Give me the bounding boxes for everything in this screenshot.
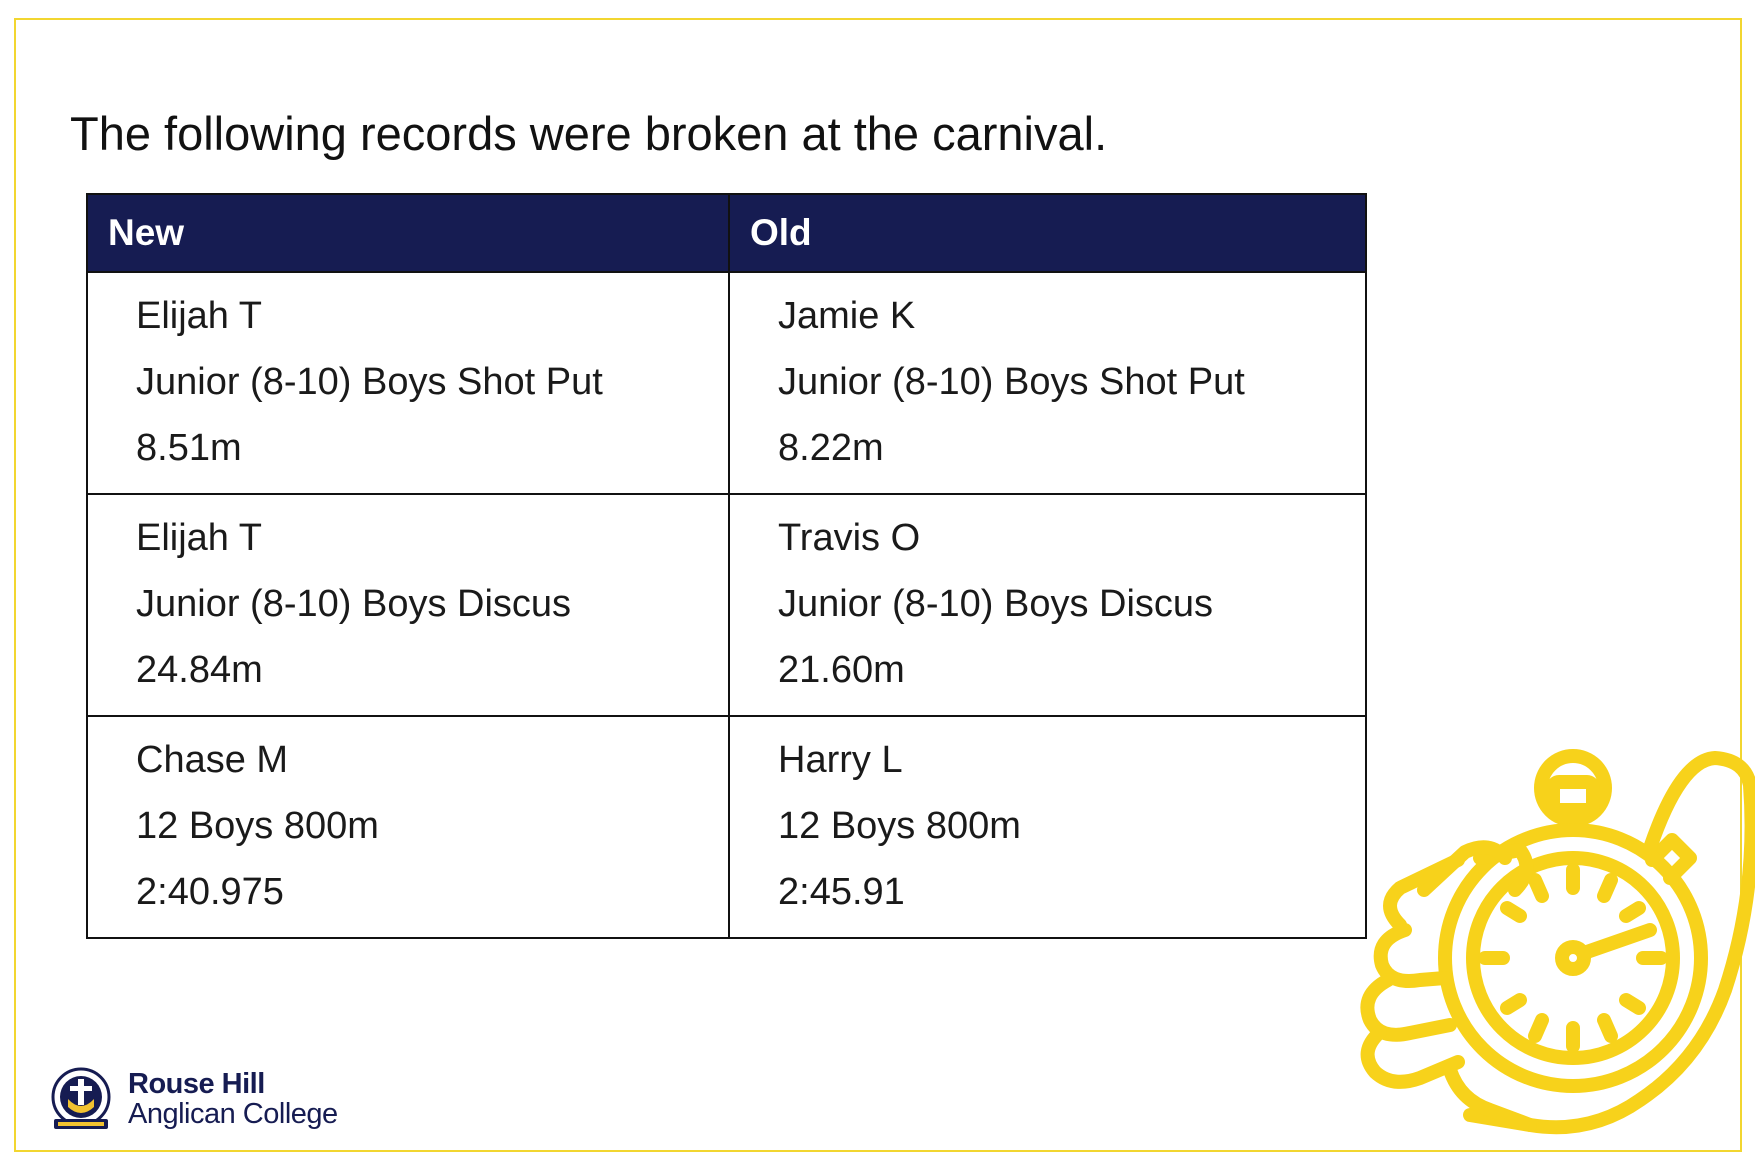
athlete-name: Elijah T [136, 517, 263, 559]
school-logo: Rouse Hill Anglican College [46, 1064, 366, 1136]
record-result: 2:40.975 [136, 871, 284, 913]
table-row: Elijah T Junior (8-10) Boys Shot Put 8.5… [86, 271, 1367, 495]
athlete-name: Travis O [778, 517, 921, 559]
record-result: 21.60m [778, 649, 905, 691]
slide-frame [14, 18, 1742, 1152]
records-table: New Old Elijah T Junior (8-10) Boys Shot… [86, 193, 1367, 939]
new-record-cell: Elijah T Junior (8-10) Boys Shot Put 8.5… [86, 271, 730, 495]
school-crest-icon [51, 1067, 111, 1129]
new-record-cell: Elijah T Junior (8-10) Boys Discus 24.84… [86, 493, 730, 717]
page-heading: The following records were broken at the… [70, 107, 1108, 160]
athlete-name: Elijah T [136, 295, 263, 337]
event-name: Junior (8-10) Boys Discus [778, 583, 1214, 625]
athlete-name: Harry L [778, 739, 903, 781]
athlete-name: Chase M [136, 739, 289, 781]
record-result: 2:45.91 [778, 871, 905, 913]
logo-name-line2: Anglican College [128, 1098, 338, 1130]
column-header-old: Old [728, 193, 1367, 273]
table-row: Chase M 12 Boys 800m 2:40.975 Harry L 12… [86, 715, 1367, 939]
column-header-new: New [86, 193, 730, 273]
table-row: Elijah T Junior (8-10) Boys Discus 24.84… [86, 493, 1367, 717]
new-record-cell: Chase M 12 Boys 800m 2:40.975 [86, 715, 730, 939]
athlete-name: Jamie K [778, 295, 916, 337]
old-record-cell: Harry L 12 Boys 800m 2:45.91 [728, 715, 1367, 939]
record-result: 8.22m [778, 427, 884, 469]
table-header-row: New Old [86, 193, 1367, 273]
record-result: 8.51m [136, 427, 242, 469]
event-name: 12 Boys 800m [136, 805, 379, 847]
stopwatch-in-hand-icon [1360, 749, 1755, 1135]
old-record-cell: Jamie K Junior (8-10) Boys Shot Put 8.22… [728, 271, 1367, 495]
event-name: Junior (8-10) Boys Shot Put [778, 361, 1245, 403]
old-record-cell: Travis O Junior (8-10) Boys Discus 21.60… [728, 493, 1367, 717]
logo-name-line1: Rouse Hill [128, 1068, 265, 1100]
record-result: 24.84m [136, 649, 263, 691]
event-name: Junior (8-10) Boys Discus [136, 583, 572, 625]
event-name: Junior (8-10) Boys Shot Put [136, 361, 603, 403]
event-name: 12 Boys 800m [778, 805, 1021, 847]
